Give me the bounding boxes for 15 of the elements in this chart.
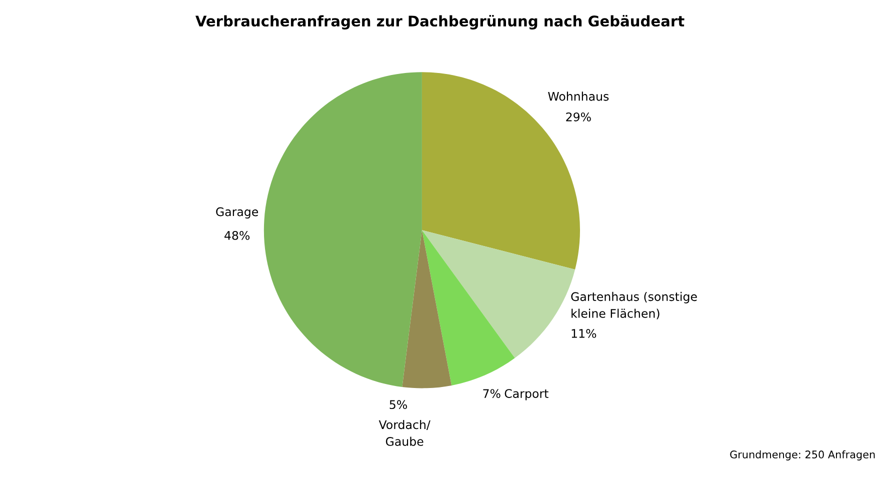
pie-slice xyxy=(402,230,452,388)
data-label: 7% xyxy=(483,389,500,398)
data-label: 11% xyxy=(572,328,596,338)
slice-label: Carport xyxy=(504,389,548,400)
data-label: 5% xyxy=(390,400,407,410)
text: Grundmenge: 250 Anfragen xyxy=(730,450,875,460)
slice-label: Wohnhaus xyxy=(548,92,609,101)
slice-label: Gartenhaus (sonstige kleine Flächen) xyxy=(571,292,697,320)
pie-slice xyxy=(422,230,515,386)
pie-slice xyxy=(264,72,422,387)
slice-label: Garage xyxy=(216,207,258,218)
chart-title: Verbraucheranfragen zur Dachbegrünung nach Gebäudeart xyxy=(195,15,684,30)
slice-label: Vordach/ Gaube xyxy=(378,420,430,446)
data-label: 48% xyxy=(224,230,250,240)
data-label: 29% xyxy=(566,112,591,122)
